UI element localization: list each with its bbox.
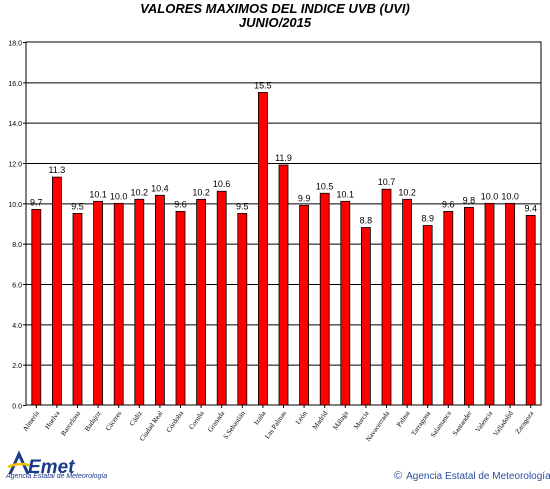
data-label: 10.7 [378,177,396,187]
data-label: 9.5 [236,201,249,211]
bar [216,190,227,406]
x-tick-label: León [294,409,309,426]
x-tick-label: Málaga [331,409,350,432]
y-tick-label: 10.0 [8,202,22,209]
bar [484,202,495,406]
bar [340,200,351,406]
data-label: 9.9 [298,193,311,203]
bar [113,202,124,406]
data-label: 9.4 [524,203,537,213]
y-tick-label: 16.0 [8,81,22,88]
x-tick-label: Barcelona [59,409,82,438]
bar [360,227,371,406]
bar [402,198,413,406]
bar [134,198,145,406]
bar [443,210,454,406]
copyright-icon: © [394,470,403,482]
data-label: 10.5 [316,181,334,191]
data-label: 10.0 [110,191,128,201]
bar [52,176,62,406]
data-label: 10.2 [192,187,210,197]
data-label: 9.6 [174,199,187,209]
bar [381,188,392,406]
x-tick-label: Huelva [43,409,62,431]
chart-title: VALORES MAXIMOS DEL INDICE UVB (UVI) [140,1,410,16]
y-tick-label: 2.0 [12,363,22,370]
x-tick-label: Granada [206,409,227,434]
bar [196,198,207,406]
x-tick-label: Córdoba [165,409,186,434]
copyright-text: Agencia Estatal de Meteorología [406,471,550,482]
x-tick-label: Palma [395,409,412,429]
bar [257,92,268,406]
bar [319,192,330,406]
y-tick-label: 8.0 [12,242,22,249]
y-tick-label: 4.0 [12,323,22,330]
logo-caption: Agencia Estatal de Meteorología [6,473,108,480]
data-label: 11.3 [48,165,65,175]
y-tick-label: 6.0 [12,283,22,290]
x-tick-label: Santander [451,409,474,437]
x-tick-label: Cáceres [104,409,123,432]
data-label: 10.0 [501,191,519,201]
data-label: 15.5 [254,80,272,90]
data-label: 10.0 [481,191,499,201]
bar [175,210,186,406]
copyright: © Agencia Estatal de Meteorología [394,470,550,482]
y-tick-label: 12.0 [8,162,22,169]
data-label: 8.8 [360,216,373,226]
x-tick-label: Almería [21,409,41,433]
bar [31,208,42,406]
x-tick-label: Salamanca [429,409,453,439]
data-label: 9.7 [30,197,43,207]
bar [505,202,516,406]
x-tick-label: Zaragoza [514,409,536,436]
x-tick-label: Madrid [311,409,330,431]
x-tick-label: Izaña [252,409,268,427]
data-label: 10.1 [337,189,355,199]
data-label: 10.6 [213,179,231,189]
bar [299,204,310,406]
bar [72,213,83,406]
bar [422,225,433,406]
data-label: 11.9 [275,153,292,163]
bar [154,194,165,406]
data-label: 8.9 [421,214,434,224]
y-tick-label: 18.0 [8,41,22,48]
y-tick-label: 14.0 [8,121,22,128]
x-tick-label: Coruña [187,409,206,431]
x-tick-label: Valencia [474,409,495,434]
data-label: 10.2 [398,187,416,197]
bar [463,206,474,406]
data-label: 9.8 [463,195,476,205]
x-tick-label: Valladolid [492,409,515,438]
x-tick-label: Murcia [352,409,371,431]
bar [237,213,248,406]
data-label: 10.1 [89,189,107,199]
data-label: 9.6 [442,199,455,209]
svg-text:Emet: Emet [28,457,75,478]
bar [93,200,103,406]
x-tick-label: Badajoz [83,410,103,433]
aemet-logo: Emet [7,450,75,478]
data-label: 10.4 [151,183,169,193]
bar [278,164,289,406]
chart-subtitle: JUNIO/2015 [238,15,312,30]
y-tick-label: 0.0 [12,404,22,411]
x-tick-label: Cádiz [128,410,144,428]
data-label: 9.5 [71,201,84,211]
bar [525,215,536,406]
data-label: 10.2 [131,187,149,197]
